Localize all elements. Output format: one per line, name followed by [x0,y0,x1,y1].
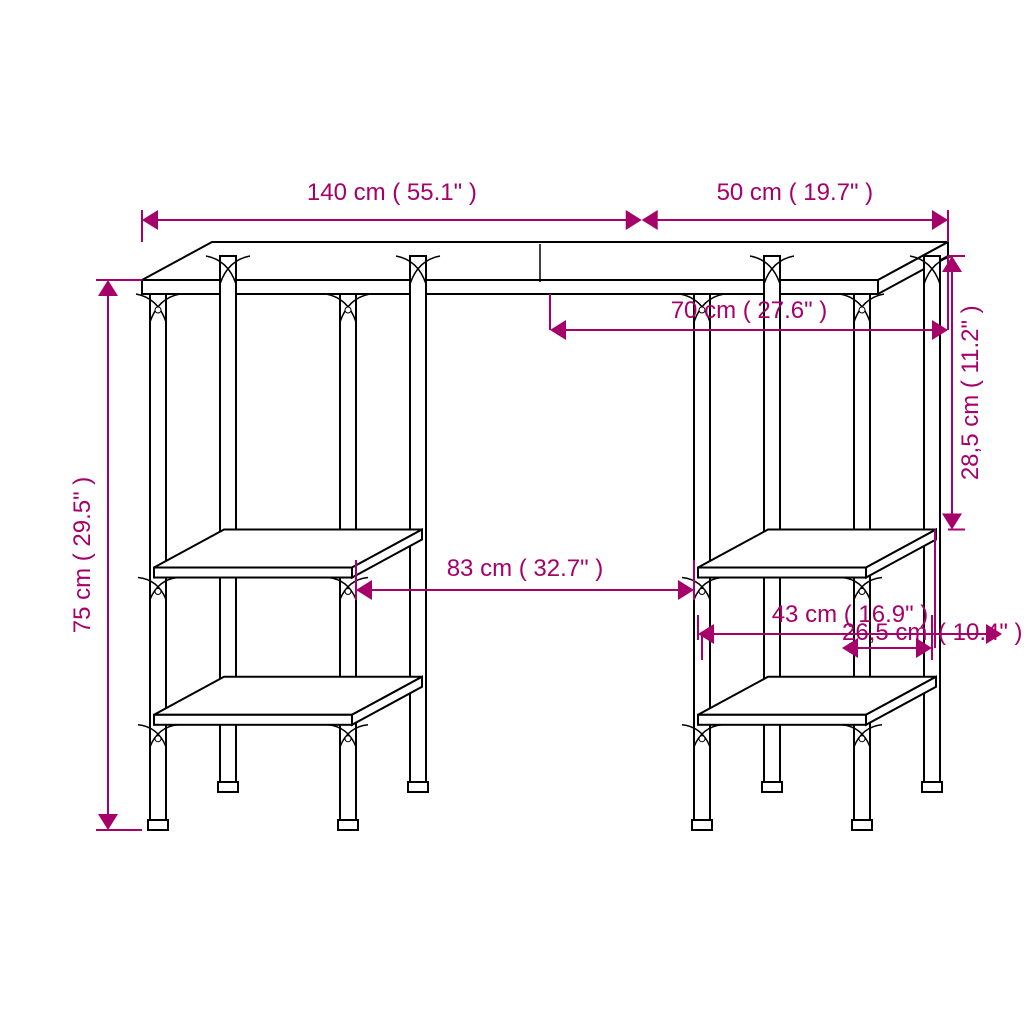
svg-text:50 cm ( 19.7" ): 50 cm ( 19.7" ) [717,179,874,206]
svg-text:26,5 cm: 26,5 cm [842,619,927,646]
svg-text:75 cm ( 29.5" ): 75 cm ( 29.5" ) [69,477,96,634]
svg-text:70 cm ( 27.6" ): 70 cm ( 27.6" ) [671,297,828,324]
svg-text:( 10.4" ): ( 10.4" ) [938,619,1023,646]
svg-text:140 cm ( 55.1" ): 140 cm ( 55.1" ) [307,179,477,206]
svg-text:28,5 cm ( 11.2" ): 28,5 cm ( 11.2" ) [957,305,984,480]
svg-text:83 cm ( 32.7" ): 83 cm ( 32.7" ) [447,555,604,582]
